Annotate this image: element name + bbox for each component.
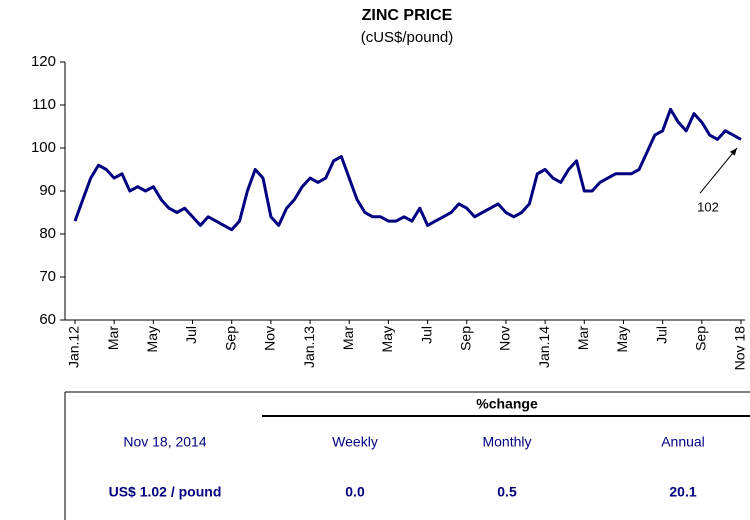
- x-tick-label: Sep: [222, 326, 238, 351]
- x-tick-label: Mar: [340, 326, 356, 350]
- x-tick-label: May: [614, 326, 630, 352]
- x-tick-label: Mar: [575, 326, 591, 350]
- y-tick-label: 70: [39, 268, 56, 285]
- price-line: [73, 107, 742, 232]
- x-tick-label: May: [144, 326, 160, 352]
- y-tick-label: 100: [31, 139, 56, 156]
- table-value: 0.5: [497, 484, 517, 500]
- x-tick-label: Jul: [418, 326, 434, 344]
- x-tick-label: May: [379, 326, 395, 352]
- y-tick-label: 110: [32, 96, 56, 113]
- x-tick-label: Nov 18: [732, 326, 748, 371]
- arrow-head: [729, 148, 737, 156]
- x-tick-label: Mar: [105, 326, 121, 350]
- chart-title: ZINC PRICE: [362, 7, 453, 24]
- column-label: Weekly: [332, 434, 378, 450]
- table-value: US$ 1.02 / pound: [109, 484, 222, 500]
- y-tick-label: 90: [39, 182, 56, 199]
- column-label: Monthly: [482, 434, 531, 450]
- x-tick-label: Sep: [693, 326, 709, 351]
- column-label: Annual: [661, 434, 705, 450]
- column-label: Nov 18, 2014: [123, 434, 206, 450]
- x-tick-label: Jan.12: [66, 326, 82, 368]
- x-tick-label: Sep: [457, 326, 473, 351]
- table-header: %change: [476, 396, 538, 412]
- chart-subtitle: (cUS$/pound): [361, 29, 454, 46]
- x-tick-label: Nov: [497, 326, 513, 351]
- x-tick-label: Jul: [653, 326, 669, 344]
- y-tick-label: 80: [39, 225, 56, 242]
- x-tick-label: Jan.13: [301, 326, 317, 368]
- table-value: 20.1: [669, 484, 696, 500]
- annotation-arrow: [699, 147, 738, 194]
- table-value: 0.0: [345, 484, 365, 500]
- x-tick-label: Nov: [262, 326, 278, 351]
- x-tick-label: Jul: [183, 326, 199, 344]
- y-tick-label: 120: [31, 53, 56, 70]
- y-tick-label: 60: [39, 311, 56, 328]
- annotation: 102: [697, 200, 719, 215]
- x-tick-label: Jan.14: [536, 326, 552, 368]
